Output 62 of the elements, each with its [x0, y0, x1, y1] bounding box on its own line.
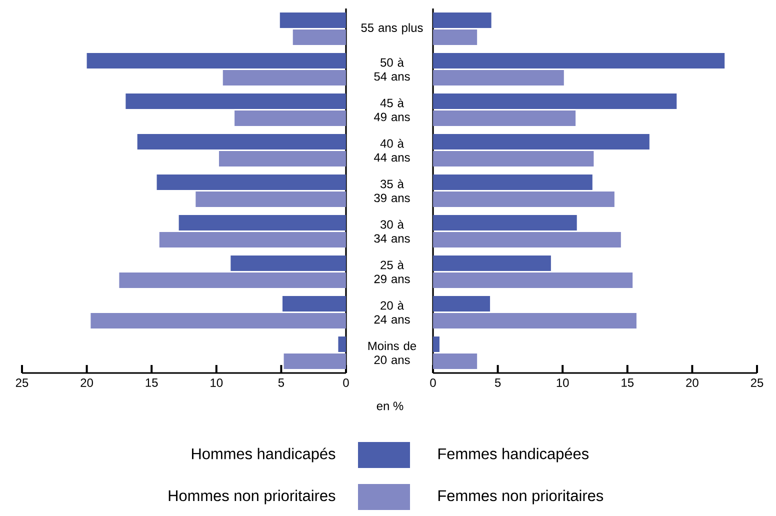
y-tick-label: 25 à 29 ans — [374, 260, 410, 284]
y-tick-label: 40 à 44 ans — [374, 138, 410, 162]
x-tick-label: 25 — [16, 378, 28, 387]
x-tick-label: 0 — [430, 378, 436, 387]
bar — [178, 215, 346, 231]
bar — [90, 313, 346, 329]
bar — [119, 272, 346, 288]
bar — [433, 110, 576, 126]
bar — [433, 30, 478, 46]
bar — [137, 134, 346, 150]
bar — [433, 151, 594, 167]
bar — [433, 70, 564, 86]
y-tick-label: 20 à 24 ans — [374, 300, 410, 324]
x-tick-label: 25 — [750, 378, 764, 387]
bar — [433, 354, 478, 370]
bar — [156, 174, 346, 190]
legend-label: Hommes non prioritaires — [168, 490, 336, 504]
bar — [284, 354, 346, 370]
legend-label: Hommes handicapés — [192, 448, 336, 462]
legend-label: Femmes handicapées — [438, 448, 589, 462]
bar — [234, 110, 346, 126]
bar — [218, 151, 346, 167]
bar — [222, 70, 346, 86]
y-tick-label: 35 à 39 ans — [374, 179, 410, 202]
bar — [433, 313, 636, 329]
legend-label: Femmes non prioritaires — [438, 490, 604, 504]
bar — [433, 256, 551, 272]
bar — [433, 215, 577, 231]
bar — [282, 296, 346, 312]
x-tick-label: 15 — [146, 378, 158, 387]
bar — [433, 296, 490, 312]
x-tick-label: 20 — [686, 378, 698, 387]
bar — [433, 12, 492, 28]
y-tick-label: 30 à 34 ans — [374, 220, 410, 243]
x-tick-label: 10 — [210, 378, 223, 387]
x-tick-label: 5 — [278, 378, 284, 387]
bar — [433, 174, 592, 190]
x-tick-label: 5 — [494, 378, 501, 387]
bar — [292, 30, 346, 46]
bar — [433, 336, 440, 352]
bar — [126, 94, 346, 110]
text: en % — [376, 402, 404, 410]
bar — [230, 256, 346, 272]
bar — [433, 272, 633, 288]
y-tick-label: Moins de 20 ans — [368, 341, 416, 364]
y-tick-label: 45 à 49 ans — [374, 98, 410, 122]
bar — [280, 12, 346, 28]
x-tick-label: 15 — [622, 378, 634, 387]
bar — [433, 53, 725, 69]
y-tick-label: 50 à 54 ans — [374, 58, 410, 81]
bar — [338, 336, 346, 352]
bar — [433, 134, 650, 150]
bar — [196, 192, 346, 208]
bar — [86, 53, 346, 69]
x-tick-label: 20 — [80, 378, 93, 387]
bar — [433, 232, 621, 248]
bar — [433, 192, 614, 208]
bar — [159, 232, 346, 248]
bar — [433, 94, 677, 110]
x-tick-label: 10 — [556, 378, 569, 387]
y-tick-label: 55 ans plus — [361, 23, 423, 34]
x-tick-label: 0 — [343, 378, 349, 387]
